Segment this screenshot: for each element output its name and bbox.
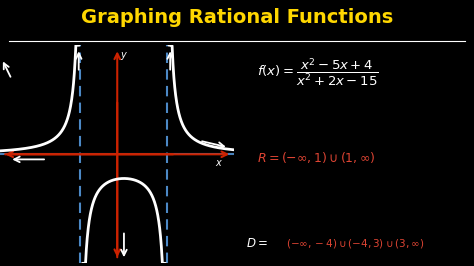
- Text: $R = (-\infty, 1) \cup (1, \infty)$: $R = (-\infty, 1) \cup (1, \infty)$: [257, 150, 375, 165]
- Text: $D = $: $D = $: [246, 237, 268, 250]
- Text: Graphing Rational Functions: Graphing Rational Functions: [81, 8, 393, 27]
- Text: x: x: [215, 158, 221, 168]
- Text: y: y: [120, 50, 126, 60]
- Text: $f(x) = \dfrac{x^2 - 5x + 4}{x^2 + 2x - 15}$: $f(x) = \dfrac{x^2 - 5x + 4}{x^2 + 2x - …: [257, 56, 379, 88]
- Text: $(-\infty, -4) \cup (-4, 3) \cup (3, \infty)$: $(-\infty, -4) \cup (-4, 3) \cup (3, \in…: [286, 237, 425, 250]
